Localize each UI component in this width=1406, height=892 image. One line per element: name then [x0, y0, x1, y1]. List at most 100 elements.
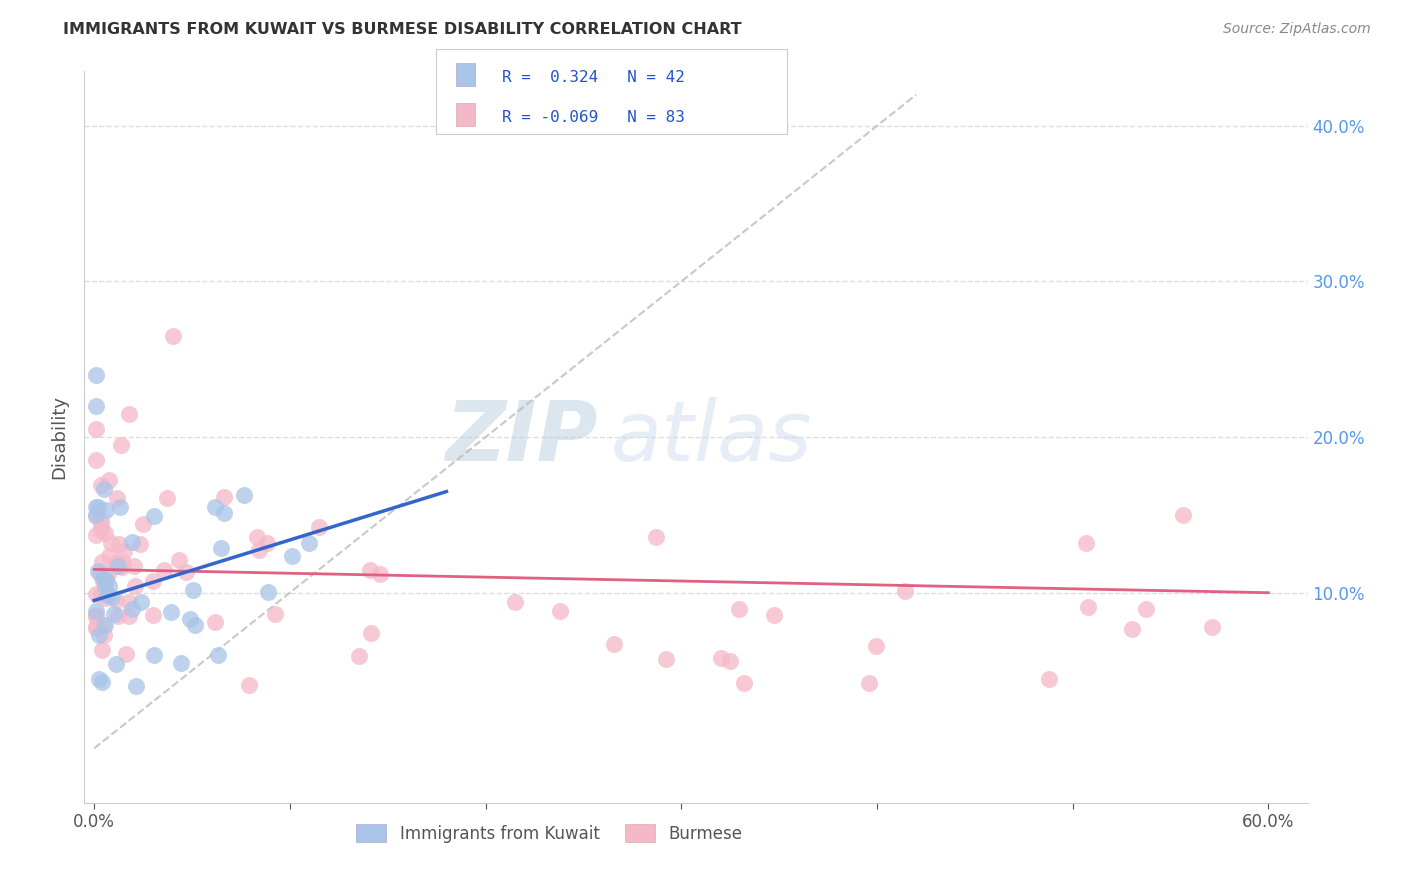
Point: [84, 500, 107, 515]
Text: atlas: atlas: [610, 397, 813, 477]
Point: [94, 570, 117, 584]
Point: [162, 329, 184, 343]
Point: [87, 565, 110, 579]
Point: [246, 530, 269, 544]
Point: [94, 579, 117, 593]
Point: [247, 543, 270, 558]
Point: [84, 508, 107, 522]
Point: [112, 555, 135, 569]
Point: [104, 593, 127, 607]
Point: [129, 595, 152, 609]
Point: [89, 672, 111, 686]
Point: [84, 508, 107, 523]
Text: ZIP: ZIP: [446, 397, 598, 477]
Point: [87, 500, 110, 515]
Point: [733, 676, 755, 690]
Point: [84, 587, 107, 601]
Point: [142, 508, 165, 523]
Point: [281, 549, 304, 564]
Point: [91, 574, 114, 588]
Point: [84, 422, 107, 436]
Point: [91, 571, 114, 585]
Point: [93, 591, 115, 606]
Point: [204, 615, 226, 630]
Point: [91, 643, 114, 657]
Point: [105, 556, 128, 570]
Point: [90, 518, 112, 533]
Point: [90, 675, 112, 690]
Point: [347, 649, 370, 664]
Point: [84, 368, 107, 382]
Text: Source: ZipAtlas.com: Source: ZipAtlas.com: [1223, 22, 1371, 37]
Point: [121, 601, 143, 615]
Point: [108, 537, 131, 551]
Point: [865, 639, 887, 653]
Point: [115, 647, 138, 661]
Point: [308, 520, 330, 534]
Point: [174, 565, 197, 579]
Text: IMMIGRANTS FROM KUWAIT VS BURMESE DISABILITY CORRELATION CHART: IMMIGRANTS FROM KUWAIT VS BURMESE DISABI…: [63, 22, 742, 37]
Point: [107, 491, 129, 505]
Point: [110, 438, 132, 452]
Point: [125, 679, 148, 693]
Point: [368, 566, 391, 581]
Point: [111, 559, 134, 574]
Point: [90, 555, 112, 569]
Point: [359, 563, 381, 577]
Point: [84, 621, 107, 635]
Point: [84, 604, 107, 618]
Point: [94, 526, 117, 541]
Point: [118, 407, 141, 421]
Point: [207, 648, 229, 662]
Point: [84, 608, 107, 623]
Point: [762, 607, 785, 622]
Point: [103, 607, 125, 622]
Legend: Immigrants from Kuwait, Burmese: Immigrants from Kuwait, Burmese: [350, 818, 748, 849]
Point: [858, 676, 880, 690]
Point: [108, 500, 131, 515]
Point: [96, 574, 118, 588]
Point: [97, 473, 120, 487]
Point: [183, 583, 205, 598]
Point: [98, 549, 121, 563]
Y-axis label: Disability: Disability: [51, 395, 69, 479]
Point: [90, 513, 112, 527]
Point: [84, 453, 107, 467]
Point: [209, 541, 232, 556]
Text: R =  0.324   N = 42: R = 0.324 N = 42: [502, 70, 685, 85]
Point: [142, 574, 165, 588]
Point: [124, 579, 146, 593]
Point: [93, 628, 115, 642]
Point: [86, 399, 108, 413]
Point: [90, 587, 112, 601]
Point: [143, 648, 166, 662]
Point: [298, 536, 321, 550]
Point: [96, 588, 118, 602]
Point: [107, 609, 129, 624]
Point: [132, 517, 155, 532]
Point: [167, 552, 190, 566]
Point: [1121, 622, 1143, 636]
Point: [256, 536, 278, 550]
Point: [104, 657, 127, 671]
Point: [645, 529, 668, 543]
Point: [1171, 508, 1194, 522]
Point: [97, 579, 120, 593]
Point: [360, 625, 382, 640]
Point: [603, 637, 626, 651]
Point: [1135, 602, 1157, 616]
Point: [156, 491, 179, 505]
Point: [84, 528, 107, 542]
Point: [84, 610, 107, 624]
Point: [153, 563, 176, 577]
Point: [503, 595, 526, 609]
Point: [179, 611, 201, 625]
Point: [894, 583, 917, 598]
Point: [89, 523, 111, 537]
Point: [170, 656, 193, 670]
Point: [654, 652, 676, 666]
Point: [93, 483, 115, 497]
Point: [184, 618, 207, 632]
Point: [142, 608, 165, 623]
Point: [160, 606, 183, 620]
